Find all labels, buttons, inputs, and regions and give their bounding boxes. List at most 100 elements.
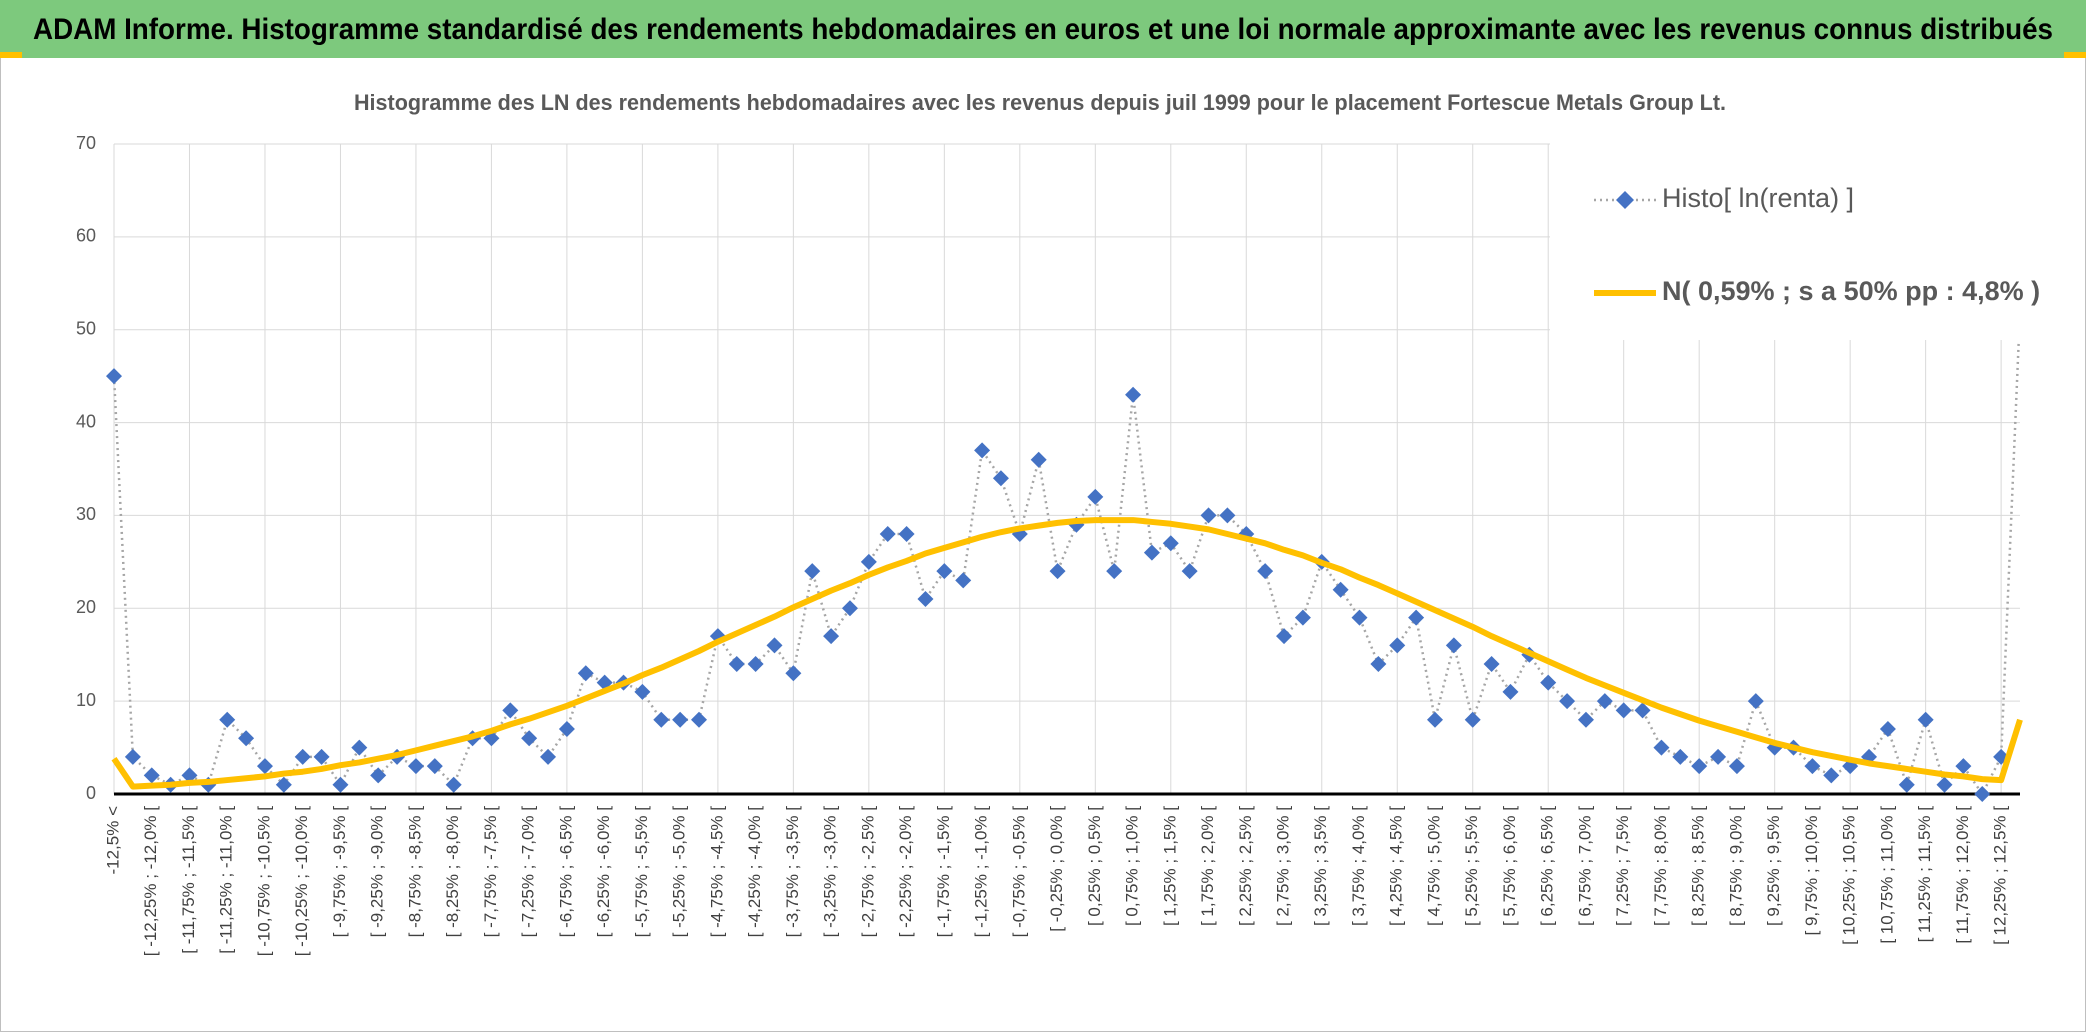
x-tick-label: [ 0,75% ; 1,0% [ [1123, 806, 1142, 926]
x-tick-label: [ -3,25% ; -3,0% [ [821, 806, 840, 938]
x-tick-label: [ -7,25% ; -7,0% [ [519, 806, 538, 938]
data-point [1200, 507, 1217, 524]
data-point [1917, 711, 1934, 728]
data-point [1577, 711, 1594, 728]
data-point [955, 572, 972, 589]
x-tick-label: [ -6,25% ; -6,0% [ [594, 806, 613, 938]
data-point [1653, 739, 1670, 756]
data-point [1502, 683, 1519, 700]
x-tick-label: [ 10,25% ; 10,5% [ [1840, 806, 1859, 945]
data-point [351, 739, 368, 756]
y-tick-label: 30 [76, 504, 96, 524]
x-tick-label: [ -0,75% ; -0,5% [ [1009, 806, 1028, 938]
data-point [521, 730, 538, 747]
data-point [1332, 581, 1349, 598]
data-point [1879, 721, 1896, 737]
x-tick-label: [ 10,75% ; 11,0% [ [1877, 806, 1896, 944]
data-point [841, 600, 858, 617]
data-point [313, 748, 330, 765]
x-tick-label: [ -5,25% ; -5,0% [ [670, 806, 689, 938]
data-point [1125, 386, 1142, 403]
x-tick-label: [ 6,75% ; 7,0% [ [1575, 806, 1594, 926]
data-point [1728, 758, 1745, 775]
x-tick-label: [ 7,25% ; 7,5% [ [1613, 806, 1632, 926]
data-point [558, 721, 575, 737]
data-point [1294, 609, 1311, 626]
y-tick-label: 0 [86, 783, 96, 803]
data-point [238, 730, 255, 747]
data-point [898, 526, 915, 542]
x-tick-label: [ 3,25% ; 3,5% [ [1311, 806, 1330, 926]
x-tick-label: [ -12,25% ; -12,0% [ [141, 806, 160, 957]
x-tick-label: [ -8,25% ; -8,0% [ [443, 806, 462, 938]
x-tick-label: [ -0,25% ; 0,0% [ [1047, 806, 1066, 932]
data-point [1181, 563, 1198, 580]
x-tick-label: [ 8,25% ; 8,5% [ [1689, 806, 1708, 926]
data-point [917, 591, 934, 607]
x-tick-label: [ -5,75% ; -5,5% [ [632, 806, 651, 938]
y-tick-label: 70 [76, 133, 96, 153]
data-point [1276, 628, 1293, 645]
x-tick-label: [ 5,75% ; 6,0% [ [1500, 806, 1519, 926]
data-point [1106, 563, 1123, 580]
x-tick-label: [ 4,25% ; 4,5% [ [1387, 806, 1406, 926]
data-point [219, 711, 236, 728]
data-point [1691, 758, 1708, 775]
x-tick-label: [ 5,25% ; 5,5% [ [1462, 806, 1481, 926]
series-line [111, 517, 2023, 790]
x-tick-label: [ -9,75% ; -9,5% [ [330, 806, 349, 938]
data-point [1219, 507, 1236, 524]
data-point [879, 526, 896, 542]
y-tick-label: 50 [76, 318, 96, 338]
data-point [992, 470, 1009, 487]
x-tick-label: [ -7,75% ; -7,5% [ [481, 806, 500, 938]
data-point [1464, 711, 1481, 728]
data-point [577, 665, 594, 682]
x-tick-label: [ 1,75% ; 2,0% [ [1198, 806, 1217, 926]
data-point [672, 711, 689, 728]
data-point [181, 767, 198, 784]
data-point [1672, 748, 1689, 765]
data-point [804, 563, 821, 580]
data-point [106, 368, 122, 385]
data-point [1351, 609, 1368, 626]
data-point [691, 711, 708, 728]
x-tick-label: [ -2,75% ; -2,5% [ [858, 806, 877, 938]
y-tick-label: 60 [76, 226, 96, 246]
x-tick-label: [ -11,75% ; -11,5% [ [179, 806, 198, 954]
x-tick-label: [ -2,25% ; -2,0% [ [896, 806, 915, 938]
data-point [407, 758, 424, 775]
data-point [728, 656, 745, 672]
legend-label: N( 0,59% ; s a 50% pp : 4,8% ) [1662, 276, 2040, 306]
data-point [1389, 637, 1406, 654]
data-point [294, 748, 311, 765]
data-point [1257, 563, 1274, 580]
x-tick-label: [ 6,25% ; 6,5% [ [1538, 806, 1557, 926]
legend-label: Histo[ ln(renta) ] [1662, 183, 1854, 213]
x-tick-label: [ -4,25% ; -4,0% [ [745, 806, 764, 938]
data-point [540, 748, 557, 765]
x-tick-label: [ -4,75% ; -4,5% [ [707, 806, 726, 938]
data-point [502, 702, 519, 719]
x-tick-label: [ -10,75% ; -10,5% [ [254, 806, 273, 957]
legend-marker [1616, 191, 1634, 209]
x-tick-label: [ 2,25% ; 2,5% [ [1236, 806, 1255, 926]
x-tick-label: [ 9,25% ; 9,5% [ [1764, 806, 1783, 926]
data-point [1804, 758, 1821, 775]
data-point [445, 776, 462, 793]
data-point [1370, 656, 1387, 672]
x-tick-label: [ -1,25% ; -1,0% [ [972, 806, 991, 938]
legend-box [1550, 122, 2035, 340]
data-point [1710, 748, 1727, 765]
x-tick-label: [ 3,75% ; 4,0% [ [1349, 806, 1368, 926]
data-point [1030, 451, 1047, 468]
data-point [634, 683, 651, 700]
data-point [747, 656, 764, 672]
data-point [256, 758, 273, 775]
data-point [1087, 488, 1104, 505]
data-point [1445, 637, 1462, 654]
x-tick-label: [ 12,25% ; 12,5% [ [1991, 806, 2010, 945]
x-tick-label: [ 11,25% ; 11,5% [ [1915, 806, 1934, 943]
x-tick-label: [ 9,75% ; 10,0% [ [1802, 806, 1821, 936]
x-tick-label: [ 7,75% ; 8,0% [ [1651, 806, 1670, 926]
